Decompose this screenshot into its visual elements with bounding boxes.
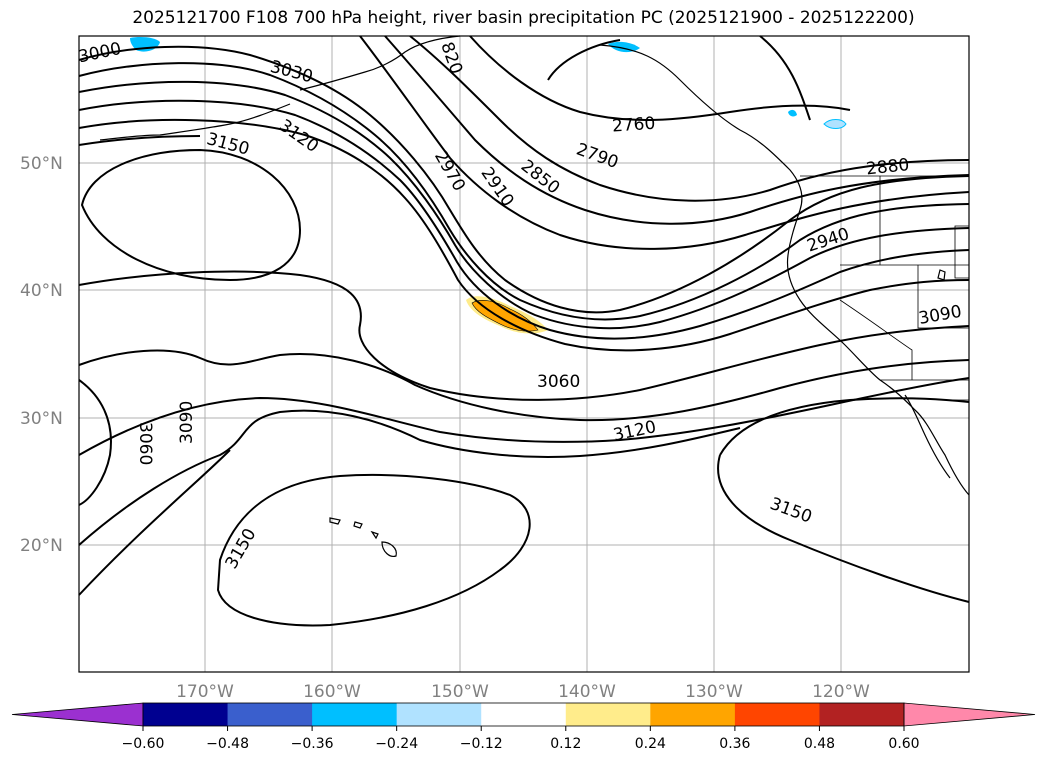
colorbar-tick-label: 0.36 [719,736,750,752]
colorbar: −0.60 −0.48 −0.36 −0.24 −0.12 0.12 0.24 0.36 0.4… [11,702,1036,752]
colorbar-tick-label: 0.24 [635,736,666,752]
colorbar-tick-label: 0.48 [804,736,835,752]
lon-label-140w: 140°W [558,682,616,702]
colorbar-outline [142,702,905,727]
colorbar-tick-label: −0.12 [460,736,503,752]
lon-label-160w: 160°W [303,682,361,702]
contour-label: 3060 [537,372,580,392]
colorbar-segment [396,703,482,726]
coastlines [99,35,970,557]
longitude-labels: 170°W 160°W 150°W 140°W 130°W 120°W [176,682,870,702]
lat-label-20n: 20°N [20,536,63,556]
lon-label-170w: 170°W [176,682,234,702]
colorbar-tick-label: 0.12 [550,736,581,752]
colorbar-tick-label: −0.24 [375,736,418,752]
lon-label-120w: 120°W [812,682,870,702]
gridlines [79,36,969,672]
colorbar-extend-max [903,702,1036,727]
colorbar-segment [734,703,820,726]
colorbar-segment [227,703,313,726]
colorbar-tick-label: −0.48 [206,736,249,752]
colorbar-tick-label: 0.60 [888,736,919,752]
colorbar-segment [143,703,229,726]
colorbar-segment [481,703,567,726]
colorbar-segment [312,703,398,726]
contour-label: 3060 [135,422,155,465]
lat-label-50n: 50°N [20,154,63,174]
latitude-labels: 50°N 40°N 30°N 20°N [20,154,63,556]
contour-label: 3090 [177,401,197,444]
lat-label-40n: 40°N [20,281,63,301]
colorbar-segment [819,703,905,726]
map-frame [78,35,970,673]
map-title: 2025121700 F108 700 hPa height, river ba… [132,8,915,28]
colorbar-segment [650,703,736,726]
colorbar-extend-min [11,702,144,727]
lon-label-150w: 150°W [431,682,489,702]
colorbar-segment [565,703,651,726]
height-contours [78,35,970,627]
contour-label: 2880 [865,155,910,179]
colorbar-tick-label: −0.60 [122,736,165,752]
political-borders [800,175,970,401]
precip-shading [130,37,847,334]
colorbar-tick-label: −0.36 [291,736,334,752]
lat-label-30n: 30°N [20,409,63,429]
lon-label-130w: 130°W [685,682,743,702]
contour-label: 2760 [611,114,656,137]
